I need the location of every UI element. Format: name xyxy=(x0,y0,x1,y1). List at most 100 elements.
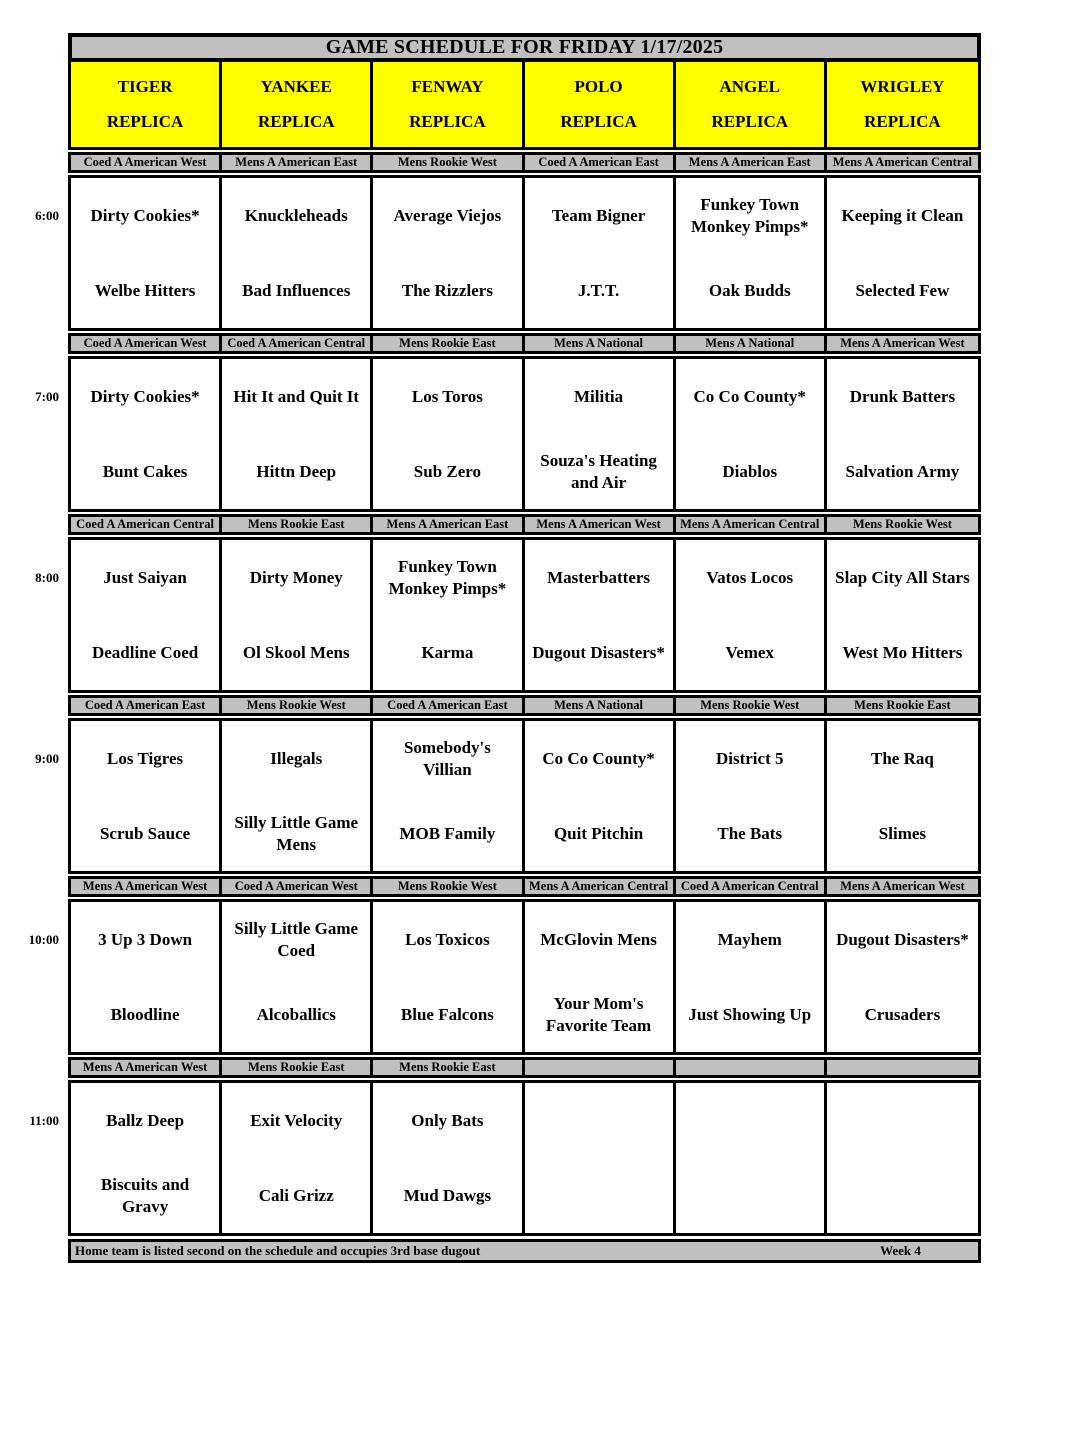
division-label: Coed A American West xyxy=(71,155,223,170)
game-cell: Los Toros Sub Zero xyxy=(373,359,525,509)
field-name: YANKEE xyxy=(260,77,332,96)
teams-row: 8:00 Just Saiyan Deadline Coed Dirty Mon… xyxy=(35,537,981,693)
division-label: Mens A American Central xyxy=(675,517,827,532)
division-label: Mens A National xyxy=(524,336,676,351)
division-label: Coed A American West xyxy=(222,879,374,894)
away-team: Dirty Cookies* xyxy=(90,205,200,225)
game-cell: Keeping it Clean Selected Few xyxy=(827,178,978,328)
week-label: Week 4 xyxy=(880,1243,921,1258)
field-header-wrigley: WRIGLEY REPLICA xyxy=(826,62,978,147)
field-name: FENWAY xyxy=(411,77,484,96)
division-label: Coed A American Central xyxy=(71,517,223,532)
game-cell: Drunk Batters Salvation Army xyxy=(827,359,978,509)
away-team: Somebody's Villian xyxy=(403,738,491,779)
field-type: REPLICA xyxy=(560,112,637,131)
game-cell: Knuckleheads Bad Influences xyxy=(222,178,374,328)
teams-row: 11:00 Ballz Deep Biscuits and Gravy Exit… xyxy=(29,1080,981,1236)
field-header-angel: ANGEL REPLICA xyxy=(675,62,827,147)
home-team: J.T.T. xyxy=(577,280,620,300)
home-team: Bunt Cakes xyxy=(102,461,188,481)
teams-row: 10:00 3 Up 3 Down Bloodline Silly Little… xyxy=(29,899,981,1055)
away-team: Dirty Cookies* xyxy=(90,386,200,406)
home-team: Blue Falcons xyxy=(400,1004,494,1024)
away-team: Militia xyxy=(574,386,624,406)
time-label: 7:00 xyxy=(35,388,59,404)
away-team: Just Saiyan xyxy=(103,567,187,587)
game-cell: Co Co County* Diablos xyxy=(676,359,827,509)
division-row: Coed A American East Mens Rookie West Co… xyxy=(68,695,981,716)
game-cell: 3 Up 3 Down Bloodline xyxy=(71,902,223,1052)
time-slot-900: Coed A American East Mens Rookie West Co… xyxy=(35,695,981,874)
away-team: McGlovin Mens xyxy=(540,929,657,949)
time-slot-800: Coed A American Central Mens Rookie East… xyxy=(35,514,981,693)
home-team: Vemex xyxy=(725,642,774,662)
home-team: Cali Grizz xyxy=(258,1185,334,1205)
field-header-yankee: YANKEE REPLICA xyxy=(222,62,374,147)
away-team: Ballz Deep xyxy=(106,1110,185,1130)
away-team: Drunk Batters xyxy=(849,386,956,406)
division-label: Mens A American Central xyxy=(826,155,978,170)
away-team: Vatos Locos xyxy=(706,567,794,587)
game-cell: Somebody's Villian MOB Family xyxy=(373,721,525,871)
time-slot-1100: Mens A American West Mens Rookie East Me… xyxy=(29,1057,981,1236)
division-label: Coed A American West xyxy=(71,336,223,351)
division-label: Coed A American East xyxy=(373,698,525,713)
teams-row: 9:00 Los Tigres Scrub Sauce Illegals Sil… xyxy=(35,718,981,874)
game-cell xyxy=(676,1083,827,1233)
division-label: Coed A American East xyxy=(524,155,676,170)
game-cell: Los Tigres Scrub Sauce xyxy=(71,721,223,871)
field-name: ANGEL xyxy=(719,77,780,96)
game-cell: Illegals Silly Little Game Mens xyxy=(222,721,374,871)
game-cell: Hit It and Quit It Hittn Deep xyxy=(222,359,374,509)
division-row: Coed A American West Coed A American Cen… xyxy=(68,333,981,354)
division-label: Mens A National xyxy=(675,336,827,351)
home-team: Crusaders xyxy=(864,1004,941,1024)
game-cell xyxy=(827,1083,978,1233)
division-label: Mens Rookie East xyxy=(826,698,978,713)
game-cell: Ballz Deep Biscuits and Gravy xyxy=(71,1083,223,1233)
away-team: Mayhem xyxy=(717,929,782,949)
home-team: Bad Influences xyxy=(242,280,351,300)
game-cell: Average Viejos The Rizzlers xyxy=(373,178,525,328)
division-label: Mens Rookie West xyxy=(373,879,525,894)
division-label xyxy=(675,1060,827,1075)
division-label: Mens A American Central xyxy=(524,879,676,894)
division-label: Mens A National xyxy=(524,698,676,713)
home-team: West Mo Hitters xyxy=(842,642,963,662)
game-cell: Mayhem Just Showing Up xyxy=(676,902,827,1052)
away-team: Funkey Town Monkey Pimps* xyxy=(690,195,809,236)
game-cell: Masterbatters Dugout Disasters* xyxy=(525,540,676,690)
away-team: The Raq xyxy=(871,748,934,768)
game-cell: Los Toxicos Blue Falcons xyxy=(373,902,525,1052)
time-label: 8:00 xyxy=(35,569,59,585)
home-team: The Rizzlers xyxy=(401,280,493,300)
away-team xyxy=(525,1083,673,1158)
home-team xyxy=(525,1158,673,1233)
home-team: Your Mom's Favorite Team xyxy=(545,994,652,1035)
home-team: Salvation Army xyxy=(845,461,960,481)
home-team: Diablos xyxy=(722,461,778,481)
away-team: Slap City All Stars xyxy=(835,567,970,587)
game-cell: Funkey Town Monkey Pimps* Karma xyxy=(373,540,525,690)
home-team: Mud Dawgs xyxy=(403,1185,492,1205)
away-team xyxy=(827,1083,978,1158)
division-row: Mens A American West Coed A American Wes… xyxy=(68,876,981,897)
away-team: Keeping it Clean xyxy=(841,205,964,225)
division-label: Mens A American West xyxy=(71,879,223,894)
home-team: Ol Skool Mens xyxy=(242,642,350,662)
division-label: Mens Rookie West xyxy=(373,155,525,170)
away-team xyxy=(676,1083,824,1158)
home-team xyxy=(676,1158,824,1233)
away-team: Dirty Money xyxy=(249,567,343,587)
field-name: TIGER xyxy=(117,77,173,96)
game-cell xyxy=(525,1083,676,1233)
game-cell: Slap City All Stars West Mo Hitters xyxy=(827,540,978,690)
away-team: 3 Up 3 Down xyxy=(98,929,193,949)
home-team: Quit Pitchin xyxy=(553,823,644,843)
time-slot-700: Coed A American West Coed A American Cen… xyxy=(35,333,981,512)
away-team: Hit It and Quit It xyxy=(233,386,360,406)
away-team: Los Toros xyxy=(411,386,483,406)
game-cell: McGlovin Mens Your Mom's Favorite Team xyxy=(525,902,676,1052)
division-label: Mens A American East xyxy=(675,155,827,170)
home-team: Biscuits and Gravy xyxy=(100,1175,190,1216)
